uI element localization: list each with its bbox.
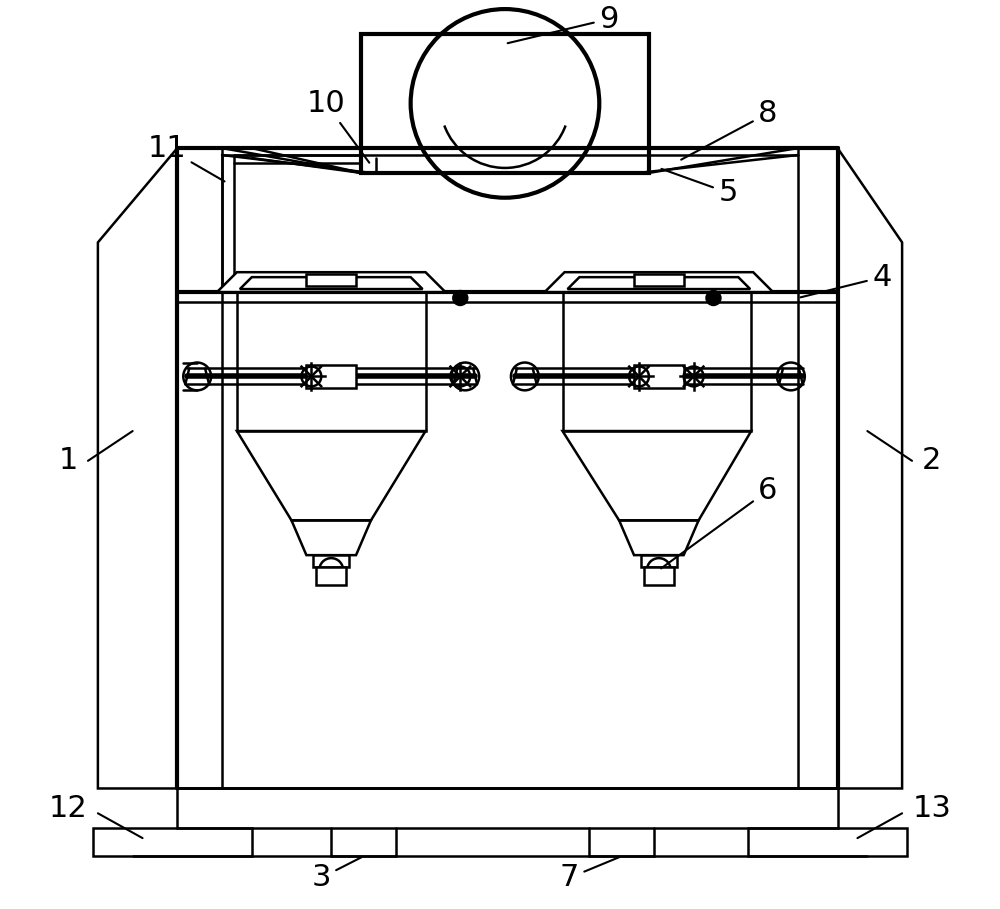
Text: 3: 3	[311, 857, 362, 893]
Text: 6: 6	[661, 476, 778, 568]
Text: 9: 9	[508, 5, 619, 44]
Text: 2: 2	[922, 446, 942, 475]
Bar	[563, 292, 751, 431]
Text: 11: 11	[148, 134, 225, 182]
Polygon shape	[545, 272, 773, 292]
Text: 7: 7	[560, 857, 620, 893]
Bar	[641, 555, 677, 567]
Bar	[748, 828, 907, 856]
Bar	[306, 275, 356, 286]
Bar	[306, 365, 356, 388]
Bar	[644, 567, 674, 584]
Text: 13: 13	[912, 794, 951, 823]
Text: 4: 4	[801, 263, 892, 297]
Bar	[316, 567, 346, 584]
Bar	[361, 34, 649, 173]
Bar	[634, 275, 684, 286]
Bar	[237, 292, 426, 431]
Bar	[177, 788, 838, 828]
Text: 1: 1	[58, 446, 78, 475]
Polygon shape	[217, 272, 445, 292]
Bar	[313, 555, 349, 567]
Text: 12: 12	[49, 794, 87, 823]
Bar	[634, 365, 684, 388]
Text: 5: 5	[661, 169, 738, 207]
Bar	[93, 828, 252, 856]
Text: 8: 8	[681, 99, 778, 160]
Circle shape	[453, 291, 467, 305]
Text: 10: 10	[306, 89, 369, 163]
Circle shape	[707, 291, 720, 305]
